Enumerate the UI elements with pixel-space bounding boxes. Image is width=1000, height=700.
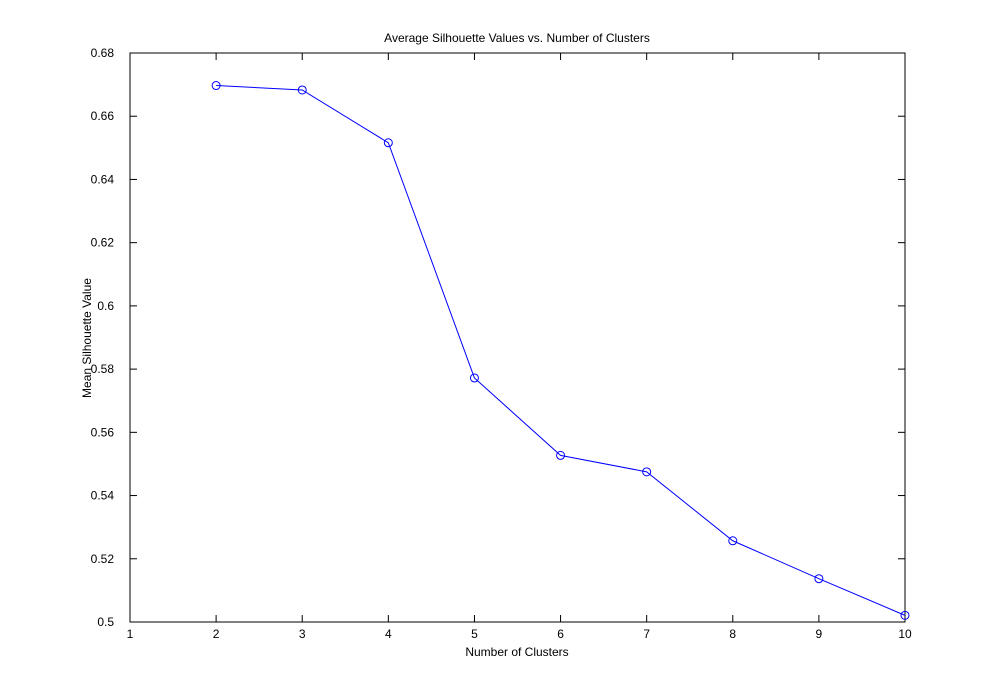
x-tick-label: 1 bbox=[127, 627, 134, 641]
y-tick-label: 0.5 bbox=[97, 615, 114, 629]
y-tick-label: 0.52 bbox=[91, 552, 115, 566]
x-tick-label: 6 bbox=[557, 627, 564, 641]
y-tick-label: 0.64 bbox=[91, 172, 115, 186]
y-axis-label: Mean Silhouette Value bbox=[80, 278, 94, 398]
chart-title: Average Silhouette Values vs. Number of … bbox=[384, 31, 650, 45]
plot-area-frame bbox=[129, 52, 906, 623]
x-tick-label: 10 bbox=[898, 627, 912, 641]
data-point-marker bbox=[211, 81, 221, 91]
x-tick-label: 9 bbox=[816, 627, 823, 641]
data-point-marker bbox=[469, 373, 479, 383]
y-tick-label: 0.58 bbox=[91, 362, 115, 376]
data-point-marker bbox=[728, 536, 738, 546]
x-axis: 1 2 3 4 5 6 7 8 9 10 bbox=[127, 53, 912, 641]
x-tick-label: 3 bbox=[299, 627, 306, 641]
x-axis-label: Number of Clusters bbox=[465, 645, 568, 659]
data-point-marker bbox=[297, 85, 307, 95]
y-tick-label: 0.68 bbox=[91, 46, 115, 60]
x-tick-label: 8 bbox=[729, 627, 736, 641]
x-tick-label: 2 bbox=[213, 627, 220, 641]
y-axis: 0.5 0.52 0.54 0.56 0.58 0.6 0.62 0.64 0.66 0.68 bbox=[91, 46, 905, 629]
series-group bbox=[211, 81, 910, 620]
y-tick-label: 0.54 bbox=[91, 489, 115, 503]
data-point-marker bbox=[642, 467, 652, 477]
data-point-marker bbox=[900, 610, 910, 620]
data-point-marker bbox=[814, 574, 824, 584]
y-tick-label: 0.62 bbox=[91, 236, 115, 250]
series-line bbox=[216, 85, 906, 616]
x-tick-label: 5 bbox=[471, 627, 478, 641]
y-tick-label: 0.56 bbox=[91, 425, 115, 439]
data-point-marker bbox=[383, 138, 393, 148]
data-point-marker bbox=[556, 450, 566, 460]
y-tick-label: 0.66 bbox=[91, 109, 115, 123]
x-tick-label: 7 bbox=[643, 627, 650, 641]
y-tick-label: 0.6 bbox=[97, 299, 114, 313]
x-tick-label: 4 bbox=[385, 627, 392, 641]
